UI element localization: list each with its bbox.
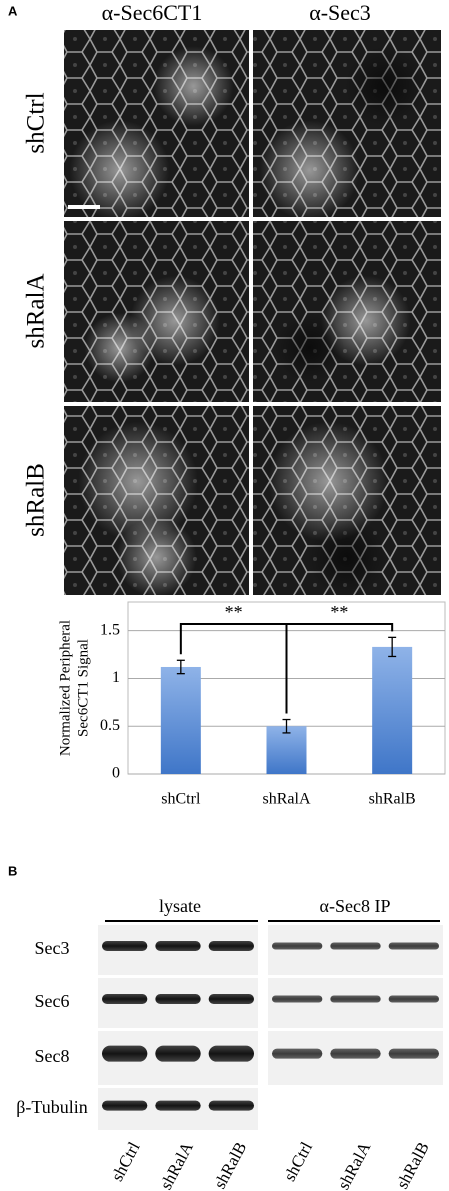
blot-row-label: Sec3 — [35, 938, 70, 958]
bar-chart: 0 0.5 1 1.5 Normalized Peripheral Sec6CT1 Sig… — [57, 601, 446, 808]
blot-band — [208, 1100, 254, 1111]
blot-band — [102, 994, 148, 1004]
blot-band — [272, 995, 323, 1003]
blot-band — [155, 1045, 201, 1062]
bright-region — [268, 421, 389, 542]
blot-band — [388, 995, 439, 1003]
lane-label: shRalB — [210, 1139, 250, 1191]
x-tick-label: shCtrl — [161, 791, 201, 808]
row-label: shCtrl — [23, 92, 50, 153]
error-bar — [388, 636, 397, 658]
blot-row-label: Sec6 — [35, 991, 70, 1011]
x-tick-label: shRalA — [263, 791, 311, 808]
bright-region — [78, 421, 198, 542]
y-tick-label: 1 — [112, 669, 120, 686]
blot-group-label: lysate — [159, 896, 201, 916]
lane-label: shRalA — [334, 1138, 375, 1191]
y-axis-label: Normalized Peripheral — [57, 620, 73, 756]
blot-band — [388, 1048, 439, 1059]
x-tick-label: shRalB — [369, 791, 416, 808]
row-label: shRalA — [23, 274, 50, 349]
shade — [307, 517, 387, 598]
bar — [372, 646, 413, 774]
significance-bracket — [285, 623, 394, 714]
row-label: shRalB — [23, 463, 50, 537]
blot-band — [272, 942, 323, 950]
bright-region — [259, 120, 360, 221]
y-tick-label: 0.5 — [100, 717, 120, 734]
error-bar — [282, 718, 291, 734]
blot-row-label: β-Tubulin — [16, 1097, 88, 1117]
blot-band — [155, 1100, 201, 1111]
blot-band — [102, 1100, 148, 1111]
blot-band — [155, 994, 201, 1004]
blot-band — [330, 942, 381, 950]
column-header: α-Sec3 — [309, 0, 371, 25]
shade — [153, 46, 234, 127]
blot-group-label: α-Sec8 IP — [320, 896, 391, 916]
blot-band — [155, 941, 201, 951]
shade — [274, 312, 345, 383]
lane-label: shRalB — [393, 1139, 433, 1191]
micrographs — [64, 30, 441, 598]
y-tick-label: 0 — [112, 765, 120, 782]
significance-label: ** — [225, 602, 243, 622]
lane-label: shCtrl — [280, 1139, 316, 1185]
lane-label: shRalA — [156, 1138, 197, 1191]
blot-band — [330, 995, 381, 1003]
blot-strip — [268, 978, 443, 1028]
blot-band — [208, 1045, 254, 1062]
shade — [344, 46, 425, 127]
bar — [160, 666, 201, 774]
error-bar — [176, 659, 185, 675]
blot-row-label: Sec8 — [35, 1046, 70, 1066]
y-tick-label: 1.5 — [100, 621, 120, 638]
significance-label: ** — [330, 602, 348, 622]
blot-strip — [268, 925, 443, 975]
shade — [84, 312, 155, 383]
column-header: α-Sec6CT1 — [102, 0, 203, 25]
blot-band — [208, 941, 254, 951]
bright-region — [69, 120, 170, 221]
blot-band — [388, 942, 439, 950]
panel-label: B — [8, 863, 17, 878]
bar — [266, 726, 307, 774]
blot-band — [102, 941, 148, 951]
shade — [116, 517, 197, 598]
blot-band — [102, 1045, 148, 1062]
blot-band — [272, 1048, 323, 1059]
blot-band — [208, 994, 254, 1004]
lane-label: shCtrl — [107, 1139, 143, 1185]
blot-band — [330, 1048, 381, 1059]
y-axis-label: Sec6CT1 Signal — [75, 639, 91, 737]
western-blots: Sec3 Sec6 Sec8 β-Tubulin shCtrl shRalA shRalB s… — [16, 925, 443, 1191]
panel-label: A — [8, 3, 18, 18]
